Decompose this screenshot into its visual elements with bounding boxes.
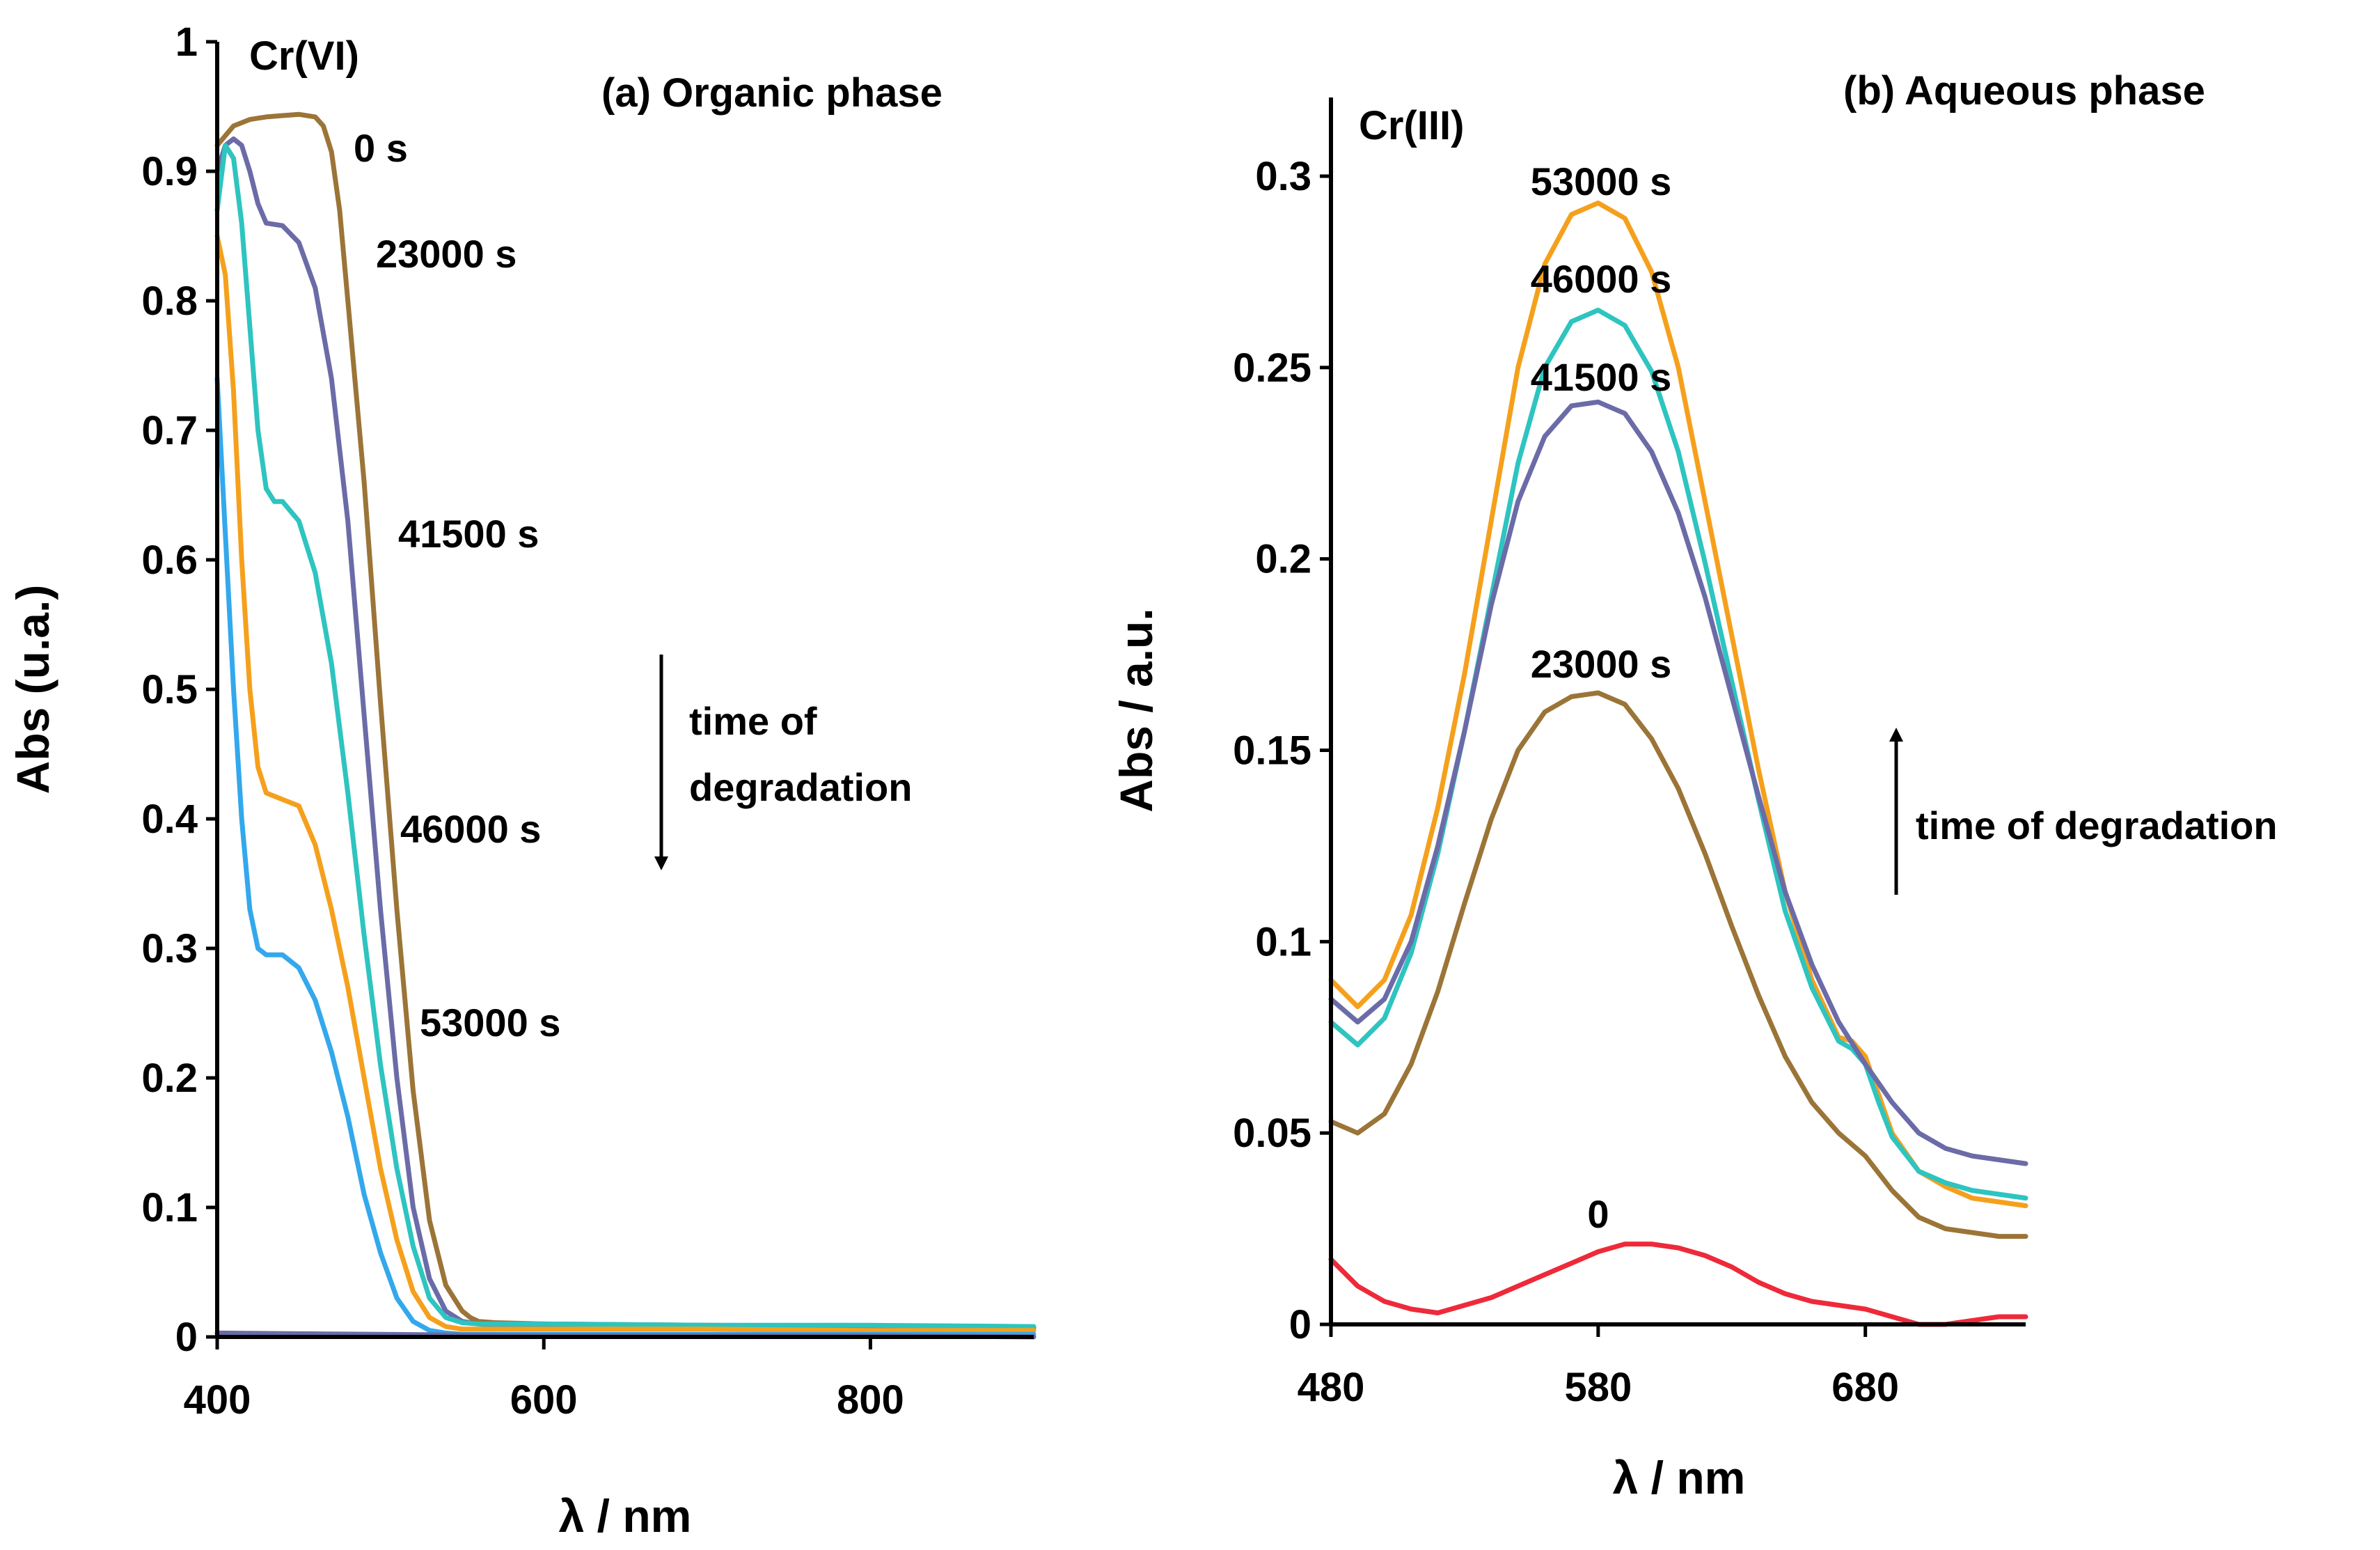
panel-a-y-tick-label: 0.4	[141, 797, 198, 842]
panel-b-label-46000s: 46000 s	[1531, 257, 1671, 301]
panel-b-label-0: 0	[1587, 1192, 1609, 1236]
panel-a-ticks: 400 600 800 0 0.1 0.2 0.3 0.4 0.5 0.6 0.7 0.8 0.9 1	[141, 19, 904, 1423]
panel-b-y-tick-label: 0.25	[1233, 345, 1311, 391]
panel-a-x-tick-label: 800	[837, 1377, 904, 1423]
panel-b-series-41500s-line	[1328, 399, 2028, 1166]
panel-a-y-tick-label: 0	[175, 1315, 198, 1360]
panel-b-label-23000s: 23000 s	[1531, 642, 1671, 686]
panel-a-curves	[214, 111, 1037, 1340]
panel-b-ylabel: Abs / a.u.	[1110, 608, 1162, 812]
panel-a-x-tick-label: 600	[510, 1377, 578, 1423]
panel-b-series-53000s-line	[1328, 201, 2028, 1209]
panel-b: 480 580 680 0 0.05 0.1 0.15 0.2 0.25 0.3 (b) Aque…	[1110, 68, 2278, 1503]
panel-a-y-tick-label: 0.7	[141, 408, 198, 453]
panel-b-x-tick-label: 680	[1831, 1365, 1899, 1410]
panel-a-series-46000s-line	[214, 233, 1037, 1333]
panel-a-label-23000s: 23000 s	[376, 232, 517, 276]
panel-b-title: (b) Aqueous phase	[1843, 68, 2205, 113]
panel-a-y-tick-label: 0.8	[141, 279, 198, 324]
panel-a-label-46000s: 46000 s	[400, 807, 541, 851]
panel-a-y-tick-label: 0.6	[141, 538, 198, 583]
panel-a-series-41500s-line	[214, 143, 1037, 1329]
panel-a-label-41500s: 41500 s	[398, 512, 539, 556]
panel-b-y-tick-label: 0.05	[1233, 1111, 1311, 1156]
panel-a-y-tick-label: 0.9	[141, 149, 198, 194]
panel-a-label-0s: 0 s	[354, 126, 408, 170]
panel-a-y-tick-label: 0.3	[141, 926, 198, 971]
panel-b-label-53000s: 53000 s	[1531, 159, 1671, 203]
panel-a-species-label: Cr(VI)	[249, 33, 359, 79]
panel-a-y-tick-label: 0.5	[141, 667, 198, 712]
panel-a-title: (a) Organic phase	[601, 70, 943, 116]
panel-a-x-tick-label: 400	[184, 1377, 251, 1423]
panel-b-y-tick-label: 0.3	[1255, 154, 1311, 199]
panel-a-xlabel: λ / nm	[559, 1490, 692, 1542]
panel-a: 400 600 800 0 0.1 0.2 0.3 0.4 0.5 0.6 0.7 0.8 0.9 1 (…	[7, 19, 1037, 1542]
panel-b-x-tick-label: 480	[1298, 1365, 1365, 1410]
panel-b-ticks: 480 580 680 0 0.05 0.1 0.15 0.2 0.25 0.3	[1233, 154, 1899, 1410]
panel-b-arrow-label: time of degradation	[1916, 804, 2278, 847]
panel-b-label-41500s: 41500 s	[1531, 355, 1671, 399]
panel-b-species-label: Cr(III)	[1359, 103, 1464, 148]
panel-b-x-tick-label: 580	[1564, 1365, 1632, 1410]
panel-a-ylabel: Abs (u.a.)	[7, 585, 58, 794]
panel-b-y-tick-label: 0.1	[1255, 919, 1311, 964]
panel-b-y-tick-label: 0.2	[1255, 537, 1311, 582]
panel-b-series-46000s-line	[1328, 307, 2028, 1201]
panel-b-series-23000s-line	[1328, 690, 2028, 1239]
panel-b-y-tick-label: 0	[1289, 1302, 1311, 1347]
panel-b-y-tick-label: 0.15	[1233, 728, 1311, 774]
panel-a-y-tick-label: 0.1	[141, 1185, 198, 1230]
panel-b-curves	[1328, 201, 2028, 1327]
panel-a-y-tick-label: 0.2	[141, 1056, 198, 1101]
panel-a-series-53000s-line	[214, 376, 1037, 1337]
panel-a-y-tick-label: 1	[175, 19, 198, 65]
panel-a-arrow-label-line1: time of	[689, 699, 817, 743]
panel-b-series-0-line	[1328, 1242, 2028, 1327]
panel-b-xlabel: λ / nm	[1613, 1452, 1746, 1503]
panel-a-label-53000s: 53000 s	[420, 1001, 560, 1044]
panel-a-arrow-label-line2: degradation	[689, 765, 912, 809]
